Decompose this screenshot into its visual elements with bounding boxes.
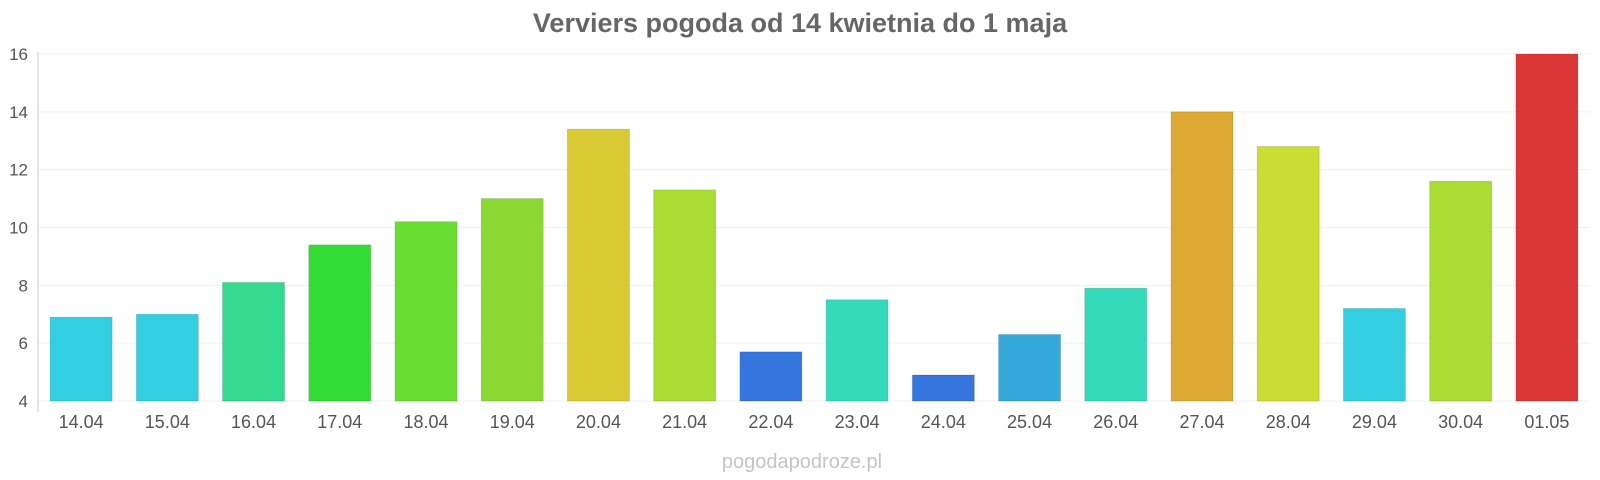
grid-lines [38, 53, 1590, 402]
chart-title: Verviers pogoda od 14 kwietnia do 1 maja [533, 8, 1068, 38]
bar-30.04 [1429, 180, 1493, 402]
x-tick-label: 20.04 [576, 412, 621, 432]
bar-14.04 [49, 316, 113, 402]
bar-25.04 [998, 333, 1062, 402]
x-tick-label: 27.04 [1179, 412, 1224, 432]
x-tick-label: 30.04 [1438, 412, 1483, 432]
bar-27.04 [1170, 111, 1234, 402]
bar-15.04 [135, 313, 199, 402]
x-tick-label: 18.04 [403, 412, 448, 432]
x-tick-label: 16.04 [231, 412, 276, 432]
bar-19.04 [480, 198, 544, 402]
x-tick-label: 21.04 [662, 412, 707, 432]
x-tick-label: 19.04 [490, 412, 535, 432]
x-tick-label: 17.04 [317, 412, 362, 432]
bar-23.04 [825, 299, 889, 402]
bar-24.04 [911, 374, 975, 402]
x-tick-label: 23.04 [835, 412, 880, 432]
x-tick-label: 29.04 [1352, 412, 1397, 432]
x-tick-label: 26.04 [1093, 412, 1138, 432]
y-tick-label: 8 [19, 276, 28, 295]
y-tick-label: 6 [19, 334, 28, 353]
y-tick-label: 14 [9, 103, 28, 122]
bar-18.04 [394, 221, 458, 402]
x-tick-label: 14.04 [59, 412, 104, 432]
bar-26.04 [1084, 287, 1148, 402]
bar-20.04 [566, 128, 630, 402]
watermark: pogodapodroze.pl [722, 451, 882, 473]
x-tick-label: 24.04 [921, 412, 966, 432]
bar-22.04 [739, 351, 803, 402]
bar-28.04 [1256, 146, 1320, 402]
y-tick-label: 4 [19, 392, 28, 411]
x-tick-label: 22.04 [748, 412, 793, 432]
y-tick-label: 10 [9, 219, 28, 238]
bar-01.05 [1515, 53, 1579, 402]
x-tick-label: 28.04 [1266, 412, 1311, 432]
bar-29.04 [1342, 307, 1406, 402]
bar-16.04 [222, 281, 286, 402]
x-axis-ticks: 14.04 15.04 16.04 17.04 18.04 19.04 20.04 21.04… [59, 412, 1570, 432]
bar-21.04 [653, 189, 717, 402]
y-tick-label: 12 [9, 161, 28, 180]
x-tick-label: 25.04 [1007, 412, 1052, 432]
bar-17.04 [308, 244, 372, 402]
bars [49, 53, 1579, 402]
y-axis-ticks: 4 6 8 10 12 14 16 [9, 45, 28, 411]
x-tick-label: 01.05 [1524, 412, 1569, 432]
x-tick-label: 15.04 [145, 412, 190, 432]
y-tick-label: 16 [9, 45, 28, 64]
